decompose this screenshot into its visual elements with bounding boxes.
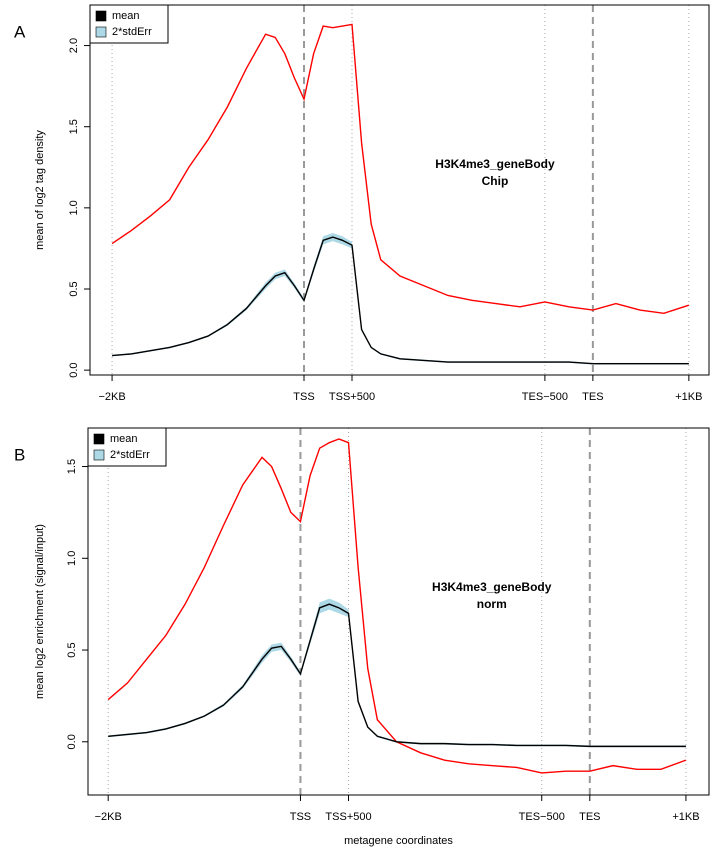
annotation: norm	[477, 597, 507, 611]
x-tick-label: TES	[579, 811, 600, 823]
x-tick-label: +1KB	[672, 811, 699, 823]
x-tick-label: TSS+500	[325, 811, 371, 823]
stderr-band	[112, 233, 689, 365]
legend-swatch	[93, 449, 105, 461]
y-tick-label: 2.0	[68, 38, 80, 53]
y-tick-label: 0.0	[66, 734, 78, 749]
y-tick-label: 1.0	[68, 200, 80, 215]
x-tick-label: TES−500	[519, 811, 565, 823]
y-tick-label: 0.5	[66, 642, 78, 657]
x-tick-label: TSS	[290, 811, 311, 823]
y-tick-label: 1.5	[66, 459, 78, 474]
x-tick-label: −2KB	[95, 811, 122, 823]
plot-frame	[87, 427, 710, 796]
x-tick-label: TSS+500	[329, 391, 375, 403]
x-axis-label: metagene coordinates	[344, 835, 453, 847]
legend-swatch	[93, 433, 105, 445]
x-tick-label: TES−500	[522, 391, 568, 403]
y-tick-label: 0.5	[68, 281, 80, 296]
x-tick-label: TSS	[293, 391, 314, 403]
legend-label: mean	[110, 433, 138, 445]
series-line	[108, 603, 686, 748]
legend-label: 2*stdErr	[112, 26, 152, 38]
y-tick-label: 0.0	[68, 362, 80, 377]
y-axis-label: mean of log2 tag density	[34, 130, 46, 250]
series-line	[107, 438, 687, 774]
series-line	[111, 23, 690, 315]
legend-swatch	[95, 10, 107, 22]
legend-swatch	[95, 26, 107, 38]
y-tick-label: 1.0	[66, 551, 78, 566]
legend-label: 2*stdErr	[110, 449, 150, 461]
plot-frame	[89, 4, 710, 376]
x-tick-label: +1KB	[675, 391, 702, 403]
series-line	[112, 236, 689, 365]
stderr-band	[108, 598, 686, 748]
x-tick-label: TES	[582, 391, 603, 403]
y-axis-label: mean log2 enrichment (signal/input)	[34, 524, 46, 699]
y-tick-label: 1.5	[68, 119, 80, 134]
x-tick-label: −2KB	[98, 391, 125, 403]
panel-label: A	[14, 22, 26, 41]
legend-label: mean	[112, 10, 140, 22]
annotation: H3K4me3_geneBody	[435, 157, 555, 171]
panel-label: B	[14, 445, 25, 464]
annotation: Chip	[482, 174, 509, 188]
annotation: H3K4me3_geneBody	[432, 580, 552, 594]
